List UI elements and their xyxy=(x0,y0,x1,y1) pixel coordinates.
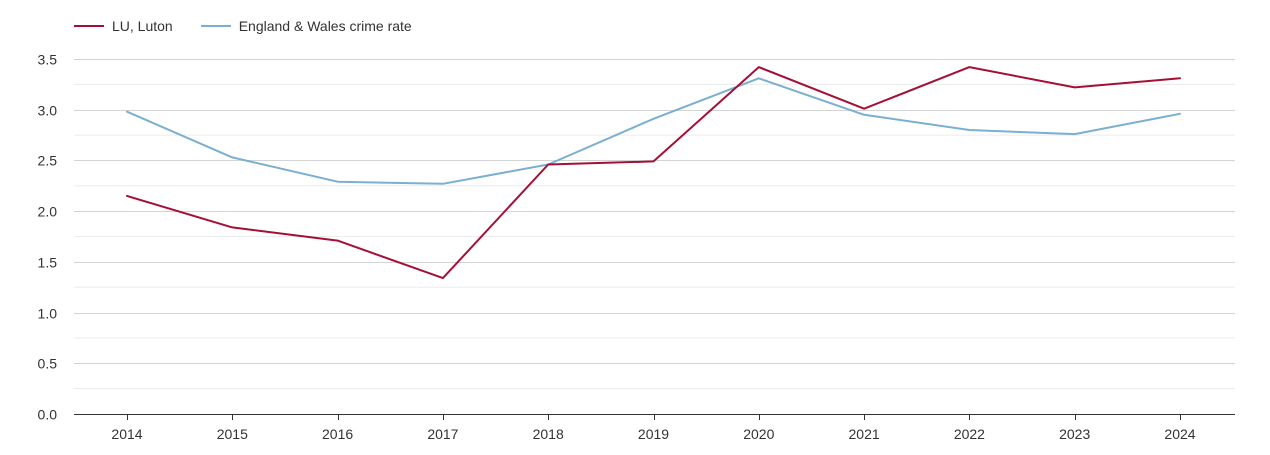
x-tick-label: 2022 xyxy=(954,426,985,442)
y-tick-label: 0.5 xyxy=(38,356,58,372)
y-tick-label: 0.0 xyxy=(38,407,58,423)
y-tick-label: 2.5 xyxy=(38,153,58,169)
legend-swatch-luton xyxy=(74,25,104,27)
legend-swatch-england-wales xyxy=(200,25,231,27)
legend-label-luton: LU, Luton xyxy=(112,18,173,34)
y-tick-label: 3.5 xyxy=(38,52,58,68)
legend: LU, Luton England & Wales crime rate xyxy=(74,14,440,38)
legend-label-england-wales: England & Wales crime rate xyxy=(238,18,412,34)
series-line-luton xyxy=(126,66,1181,280)
x-tick-label: 2016 xyxy=(322,426,353,442)
y-tick-label: 1.0 xyxy=(38,306,58,322)
x-tick-label: 2024 xyxy=(1164,426,1195,442)
x-tick-label: 2015 xyxy=(217,426,248,442)
x-tick-label: 2017 xyxy=(427,426,458,442)
x-tick-label: 2021 xyxy=(849,426,880,442)
x-tick-label: 2018 xyxy=(533,426,564,442)
y-tick-label: 2.0 xyxy=(38,204,58,220)
legend-item-england-wales[interactable]: England & Wales crime rate xyxy=(200,18,412,34)
x-tick-label: 2014 xyxy=(111,426,142,442)
y-tick-label: 3.0 xyxy=(38,103,58,119)
series-line-england-wales xyxy=(126,77,1181,185)
x-tick-label: 2019 xyxy=(638,426,669,442)
legend-item-luton[interactable]: LU, Luton xyxy=(74,18,173,34)
y-tick-label: 1.5 xyxy=(38,255,58,271)
x-tick-label: 2020 xyxy=(743,426,774,442)
x-tick-label: 2023 xyxy=(1059,426,1090,442)
